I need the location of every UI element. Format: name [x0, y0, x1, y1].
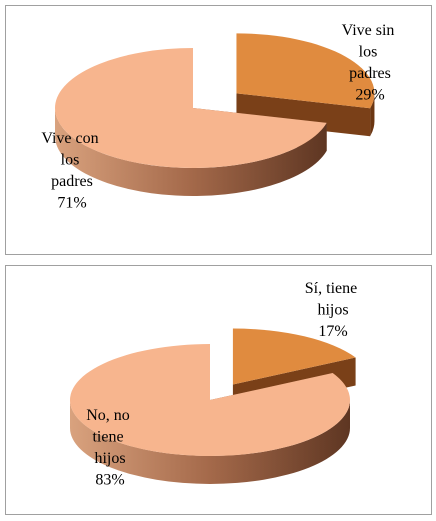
slice-face — [236, 93, 371, 137]
slice — [55, 48, 327, 168]
slice-value-label: 17% — [318, 323, 347, 340]
slice-label: Vive sin los padres — [342, 22, 399, 82]
slice-label: Sí, tiene hijos — [305, 280, 361, 319]
slice-side — [70, 400, 350, 484]
slice — [236, 33, 375, 109]
slice-side — [55, 108, 327, 197]
slice — [70, 344, 350, 457]
slice-value-label: 29% — [355, 87, 384, 104]
slice-value-label: 83% — [95, 472, 124, 489]
slice-label: No, no tiene hijos — [86, 407, 134, 467]
slice-side — [370, 93, 375, 137]
slice — [232, 328, 356, 385]
slice-label: Vive con los padres — [41, 130, 102, 190]
slice-value-label: 71% — [57, 195, 86, 212]
